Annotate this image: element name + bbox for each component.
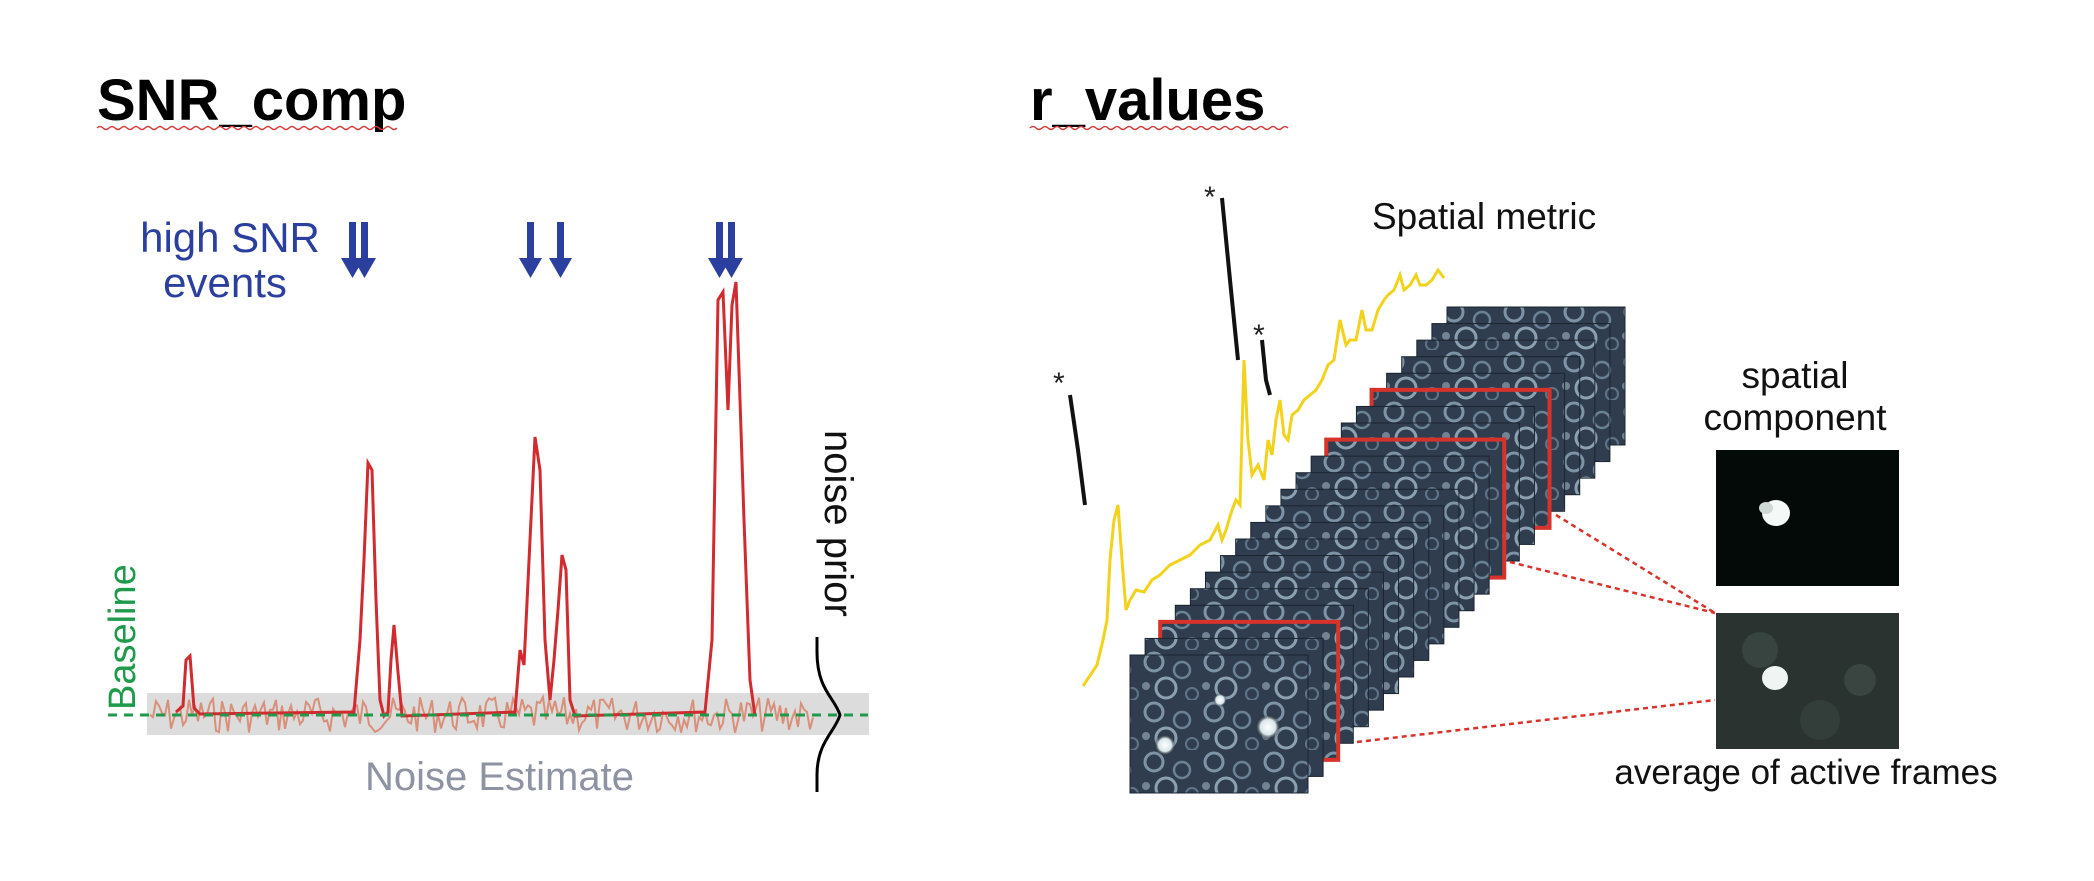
arrow-icon [720,222,743,278]
event-arrows [341,222,743,278]
spatial-component-label-line1: spatial [1742,355,1849,396]
background-cell [1800,700,1840,740]
r-values-panel: * * * Spatial metric spatial component a… [1053,181,1998,794]
noise-prior-curve [815,637,842,792]
spatial-component-label-line2: component [1703,397,1887,438]
arrow-icon [519,222,542,278]
link-line [1555,513,1716,615]
snr-comp-title: SNR_comp [97,68,407,133]
background-cell [1742,632,1778,668]
arrow-icon [353,222,376,278]
peak-segment [1068,394,1087,506]
high-snr-label-line2: events [163,259,287,306]
spatial-metric-label: Spatial metric [1372,196,1596,237]
arrow-icon [549,222,572,278]
title-underline [1029,125,1289,131]
peak-marker: * [1053,367,1065,400]
link-line [1356,698,1716,744]
spatial-component-cell [1759,502,1773,514]
imaging-frame [1129,654,1309,794]
average-frames-label: average of active frames [1614,753,1997,792]
snr-panel: high SNR events Baseline Noise Estimate … [102,214,869,799]
baseline-label: Baseline [102,564,144,710]
peak-segment [1220,197,1240,361]
link-line [1509,560,1716,615]
peak-marker: * [1253,319,1265,352]
bright-cell [1213,693,1227,707]
event-trace [175,281,757,719]
noise-estimate-label: Noise Estimate [365,755,634,799]
high-snr-label-line1: high SNR [140,214,320,261]
peak-marker: * [1204,181,1216,214]
peak-segment [1260,339,1272,396]
bright-cell [1255,714,1281,740]
frame-stack [1129,306,1626,794]
title-underline [96,125,398,131]
bright-cell [1154,734,1176,756]
average-frames-cell [1762,666,1788,690]
noise-prior-label: noise prior [816,430,860,617]
background-cell [1844,664,1876,696]
spatial-component-image [1716,450,1899,586]
r-values-title: r_values [1030,68,1266,133]
spatial-metric-trace [1081,267,1446,687]
